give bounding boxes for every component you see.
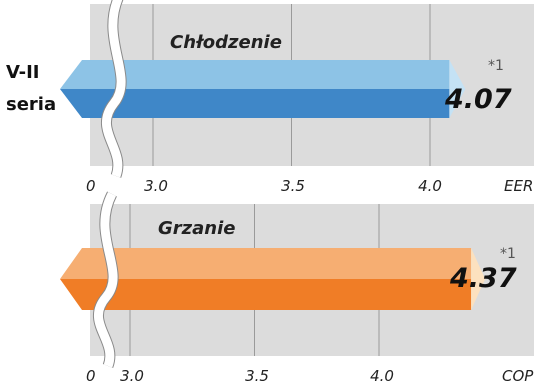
heating-footnote-marker: *1 bbox=[500, 246, 516, 262]
cooling-panel: Chłodzenie *1 4.07 0 3.0 3.5 4.0 EER bbox=[60, 0, 534, 195]
cooling-axis-break bbox=[101, 0, 126, 178]
heating-x-tick-3: 4.0 bbox=[370, 367, 394, 383]
heating-bar-lower bbox=[60, 279, 472, 310]
heating-x-tick-2: 3.5 bbox=[245, 367, 269, 383]
cooling-x-axis-label: EER bbox=[504, 177, 533, 195]
heating-x-tick-1: 3.0 bbox=[120, 367, 144, 383]
heating-value-label: 4.37 bbox=[449, 263, 517, 294]
heating-bar-tip bbox=[471, 248, 486, 310]
cooling-bar-group bbox=[60, 60, 466, 118]
cooling-bar-tip bbox=[449, 60, 466, 118]
cooling-x-tick-1: 3.0 bbox=[144, 177, 168, 195]
heating-bar-upper bbox=[60, 248, 472, 279]
heating-panel-title: Grzanie bbox=[158, 218, 235, 239]
cooling-x-tick-3: 4.0 bbox=[418, 177, 442, 195]
series-label-line-1: V-II bbox=[6, 62, 40, 83]
cooling-bar-lower bbox=[60, 89, 450, 118]
heating-axis-break bbox=[94, 191, 118, 368]
cooling-bar-upper bbox=[60, 60, 450, 89]
heating-x-tick-0: 0 bbox=[86, 367, 96, 383]
series-label-line-2: seria bbox=[6, 94, 56, 115]
cooling-panel-title: Chłodzenie bbox=[170, 32, 282, 53]
heating-bar-group bbox=[60, 248, 486, 310]
heating-x-axis-label: COP bbox=[502, 367, 534, 383]
cooling-x-tick-0: 0 bbox=[86, 177, 96, 195]
cooling-footnote-marker: *1 bbox=[488, 58, 504, 74]
cooling-value-label: 4.07 bbox=[444, 84, 512, 115]
cooling-x-tick-2: 3.5 bbox=[281, 177, 305, 195]
heating-panel: Grzanie *1 4.37 0 3.0 3.5 4.0 COP bbox=[60, 191, 534, 383]
